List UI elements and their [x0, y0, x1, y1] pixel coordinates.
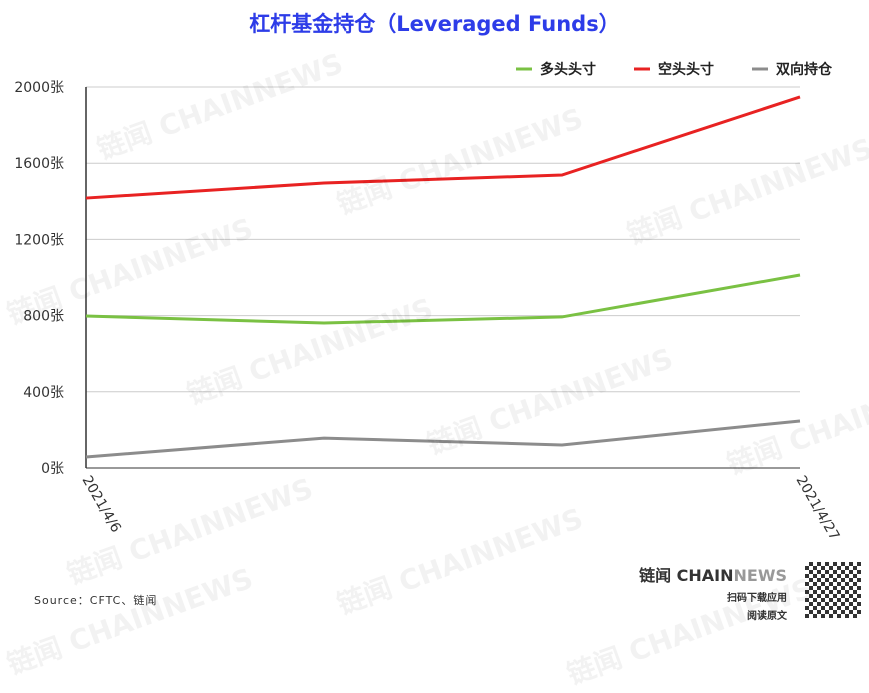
y-tick-label: 400张 [23, 385, 64, 401]
series-line [85, 273, 801, 325]
brand-line1: 扫码下载应用 [727, 593, 787, 604]
y-tick-label: 800张 [23, 309, 64, 325]
y-tick-label: 0张 [41, 461, 64, 477]
legend-label: 多头头寸 [540, 61, 596, 78]
legend-label: 空头头寸 [658, 61, 714, 78]
chart-title: 杠杆基金持仓（Leveraged Funds） [249, 12, 620, 36]
source-note: Source：CFTC、链闻 [34, 594, 158, 607]
series-line [85, 419, 801, 459]
brand-block: 链闻 CHAINNEWS 扫码下载应用 阅读原文 [639, 562, 787, 622]
qr-code [805, 562, 861, 618]
y-tick-label: 1200张 [14, 232, 64, 248]
brand-name-news: NEWS [733, 566, 788, 585]
y-tick-label: 2000张 [14, 80, 64, 96]
legend-label: 双向持仓 [776, 61, 833, 78]
brand-name: 链闻 CHAIN [639, 566, 734, 585]
y-tick-label: 1600张 [14, 156, 64, 172]
brand-line2: 阅读原文 [747, 611, 787, 622]
x-tick-label: 2021/4/27 [793, 473, 843, 543]
x-tick-label: 2021/4/6 [79, 473, 124, 536]
line-chart: 0张 400张 800张 1200张 1600张 2000张 2021/4/6 2021/4/… [14, 61, 843, 543]
series-line [85, 95, 801, 200]
